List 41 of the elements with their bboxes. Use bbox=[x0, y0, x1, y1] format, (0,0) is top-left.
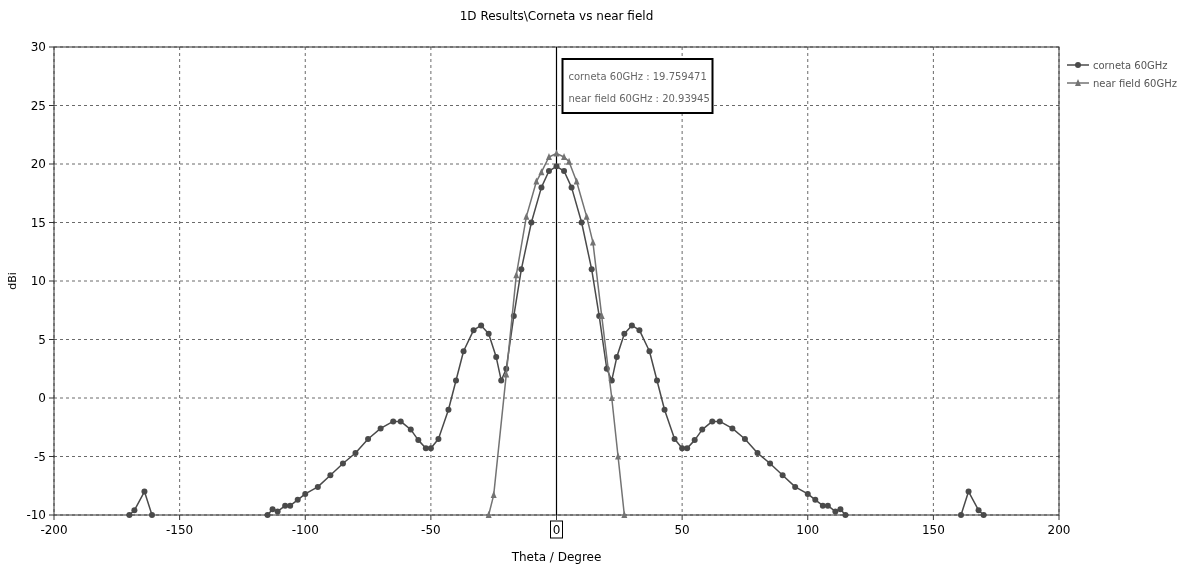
x-tick-label: 150 bbox=[921, 523, 945, 537]
y-tick-label: -5 bbox=[34, 449, 46, 464]
point bbox=[513, 271, 520, 279]
x-tick-label: -100 bbox=[291, 523, 319, 537]
y-axis-title: dBi bbox=[6, 272, 19, 290]
y-tick-label: 30 bbox=[30, 40, 46, 54]
x-tick-label: -50 bbox=[421, 523, 441, 537]
point bbox=[523, 212, 530, 220]
y-tick-label: 25 bbox=[30, 98, 46, 113]
point bbox=[573, 177, 580, 185]
y-tick-label: 5 bbox=[38, 332, 46, 347]
annotation: near field 60GHz : 20.93945 bbox=[568, 93, 710, 104]
legend-label: near field 60GHz bbox=[1093, 78, 1177, 89]
y-tick-label: 10 bbox=[30, 274, 46, 288]
point bbox=[545, 152, 552, 160]
point bbox=[583, 212, 590, 220]
point bbox=[566, 157, 573, 165]
x-tick-label: -150 bbox=[166, 523, 194, 537]
point bbox=[589, 238, 596, 246]
y-tick-label: -10 bbox=[26, 508, 46, 522]
x-tick-label: 200 bbox=[1047, 523, 1071, 537]
point bbox=[490, 491, 497, 499]
point bbox=[608, 394, 615, 401]
point bbox=[538, 168, 545, 176]
point bbox=[533, 177, 540, 185]
point bbox=[485, 511, 492, 518]
y-tick-label: 20 bbox=[30, 157, 46, 171]
point bbox=[621, 511, 628, 518]
x-tick-label: 50 bbox=[674, 523, 690, 537]
x-tick-label: 0 bbox=[552, 523, 561, 537]
annotation: corneta 60GHz : 19.759471 bbox=[568, 71, 707, 82]
point bbox=[561, 152, 568, 160]
legend-label: corneta 60GHz bbox=[1093, 60, 1168, 71]
point bbox=[553, 149, 560, 157]
x-axis-title: Theta / Degree bbox=[510, 550, 602, 564]
y-tick-label: 15 bbox=[30, 215, 46, 230]
x-tick-label: -200 bbox=[40, 523, 68, 537]
x-tick-label: 100 bbox=[796, 523, 820, 537]
chart-title: 1D Results\Corneta vs near field bbox=[459, 9, 654, 23]
y-tick-label: 0 bbox=[38, 391, 46, 405]
point bbox=[615, 452, 622, 460]
